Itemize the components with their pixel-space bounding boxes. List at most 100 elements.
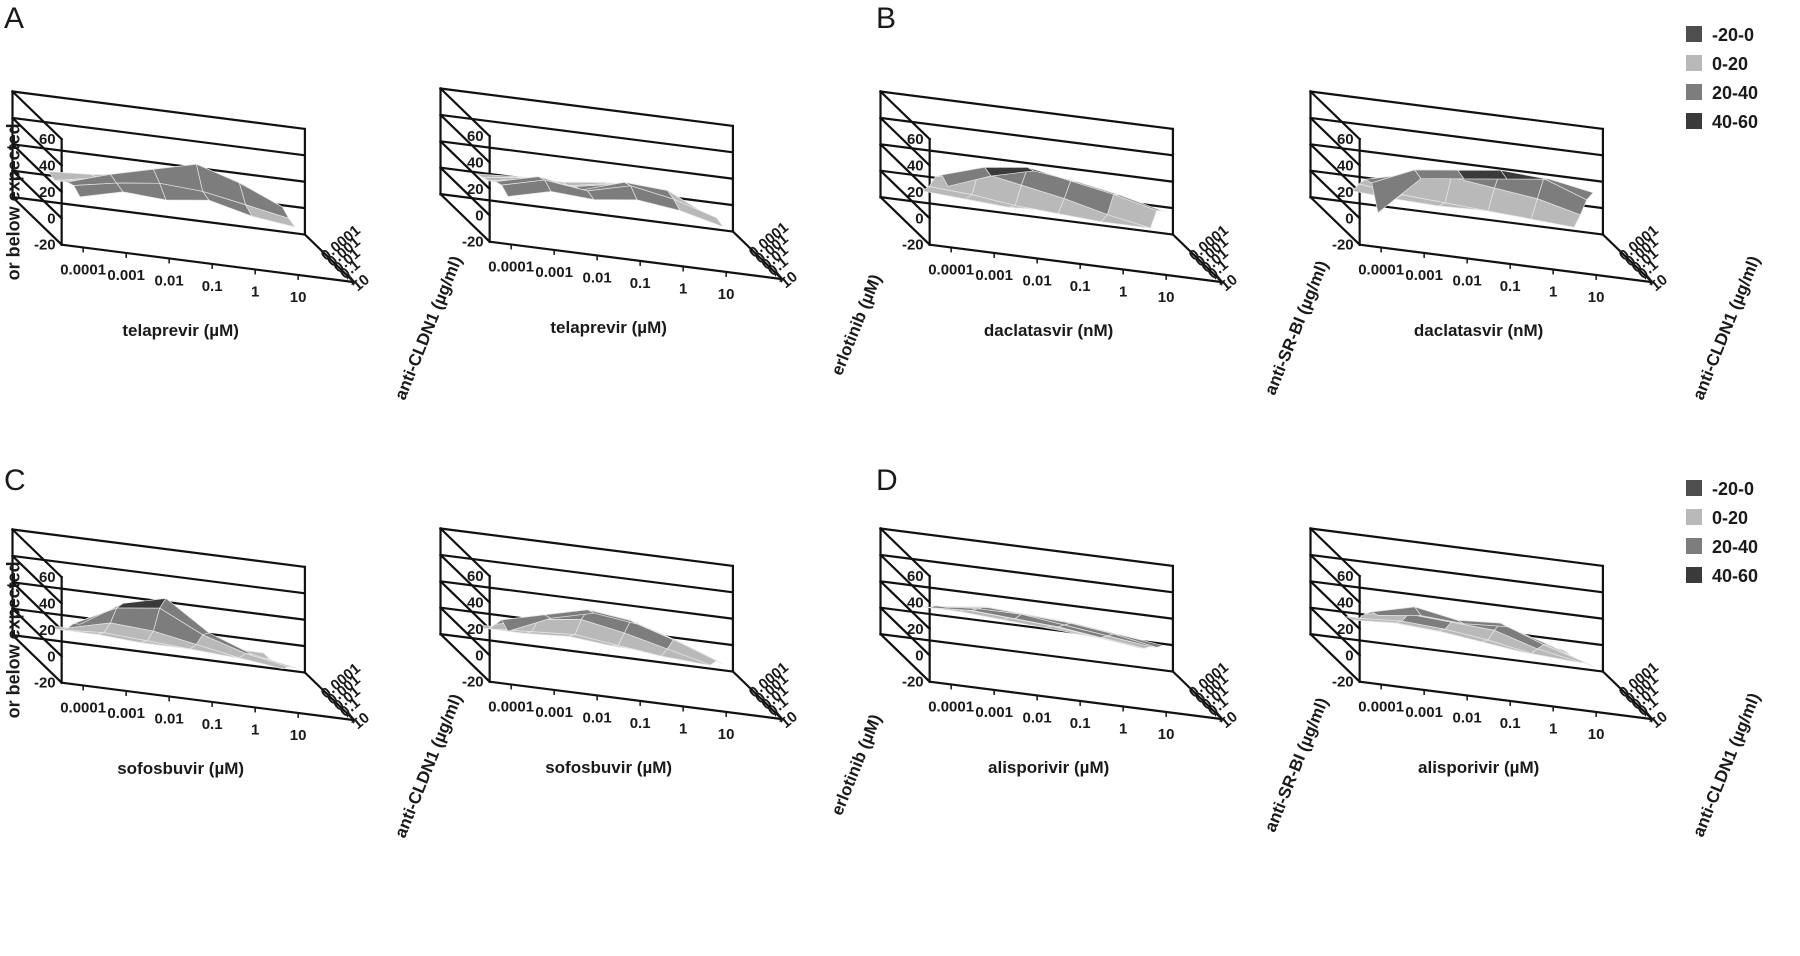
z-gridline-left bbox=[10, 580, 64, 632]
x-axis-title: sofosbuvir (µM) bbox=[545, 758, 672, 777]
z-gridline-left bbox=[1308, 169, 1362, 220]
z-gridline-left bbox=[438, 632, 492, 684]
x-tick-label: 0.01 bbox=[155, 272, 184, 289]
z-gridline-back bbox=[1309, 580, 1605, 620]
z-tick-label: 20 bbox=[907, 621, 924, 638]
x-tick-label: 0.001 bbox=[535, 264, 573, 281]
x-axis-line bbox=[1358, 243, 1654, 284]
legend-swatch-0-20 bbox=[1686, 55, 1702, 71]
x-tick-label: 10 bbox=[1158, 726, 1175, 743]
depth-axis-line bbox=[731, 669, 784, 721]
z-gridline-left bbox=[438, 526, 492, 578]
depth-axis-title: anti-CLDN1 (µg/ml) bbox=[391, 691, 466, 840]
surface bbox=[48, 163, 296, 228]
y-axis-title: or below expected bbox=[4, 561, 24, 718]
z-gridline-back bbox=[439, 140, 735, 180]
z-gridline-left bbox=[1308, 526, 1362, 578]
panel-label-c: C bbox=[4, 464, 26, 497]
x-tick-label: 0.01 bbox=[583, 269, 612, 286]
z-tick-label: 40 bbox=[39, 158, 56, 175]
x-tick-label: 1 bbox=[1549, 283, 1557, 300]
x-axis-line bbox=[1358, 680, 1654, 721]
z-tick-label: 60 bbox=[1337, 568, 1354, 585]
x-tick-label: 1 bbox=[1119, 720, 1127, 737]
x-tick-label: 0.001 bbox=[975, 704, 1013, 721]
z-gridline-left bbox=[878, 116, 932, 168]
x-axis-title: alisporivir (µM) bbox=[988, 758, 1109, 777]
z-tick-label: 60 bbox=[907, 131, 924, 148]
x-tick-label: 1 bbox=[1549, 720, 1557, 737]
z-gridline-left bbox=[10, 607, 64, 658]
depth-axis-line bbox=[1601, 232, 1654, 284]
surface bbox=[1346, 169, 1594, 228]
z-tick-label: -20 bbox=[34, 675, 56, 692]
z-gridline-left bbox=[1308, 579, 1362, 631]
z-gridline-back bbox=[439, 87, 735, 128]
z-gridline-left bbox=[878, 632, 932, 684]
z-gridline-back bbox=[11, 633, 307, 674]
x-tick-label: 0.001 bbox=[107, 705, 145, 722]
z-tick-label: 60 bbox=[907, 568, 924, 585]
x-tick-label: 10 bbox=[1158, 289, 1175, 306]
x-tick-label: 1 bbox=[251, 283, 259, 300]
z-gridline-left bbox=[10, 527, 64, 579]
surface-cell bbox=[941, 606, 992, 609]
surface bbox=[48, 598, 296, 670]
x-tick-label: 0.01 bbox=[155, 710, 184, 727]
z-gridline-left bbox=[10, 554, 64, 606]
z-tick-label: 20 bbox=[39, 184, 56, 201]
z-tick-label: 0 bbox=[47, 648, 55, 665]
z-gridline-left bbox=[878, 579, 932, 631]
x-tick-label: 1 bbox=[679, 720, 687, 737]
x-tick-label: 10 bbox=[1588, 726, 1605, 743]
z-tick-label: 0 bbox=[475, 207, 483, 224]
z-gridline-left bbox=[1308, 116, 1362, 168]
z-gridline-back bbox=[439, 580, 735, 620]
z-gridline-back bbox=[879, 632, 1175, 673]
z-gridline-left bbox=[878, 606, 932, 657]
z-gridline-back bbox=[11, 528, 307, 569]
z-tick-label: -20 bbox=[462, 674, 484, 691]
z-tick-label: -20 bbox=[34, 237, 56, 254]
x-axis-line bbox=[60, 243, 356, 284]
z-tick-label: 60 bbox=[1337, 131, 1354, 148]
x-tick-label: 0.1 bbox=[1500, 278, 1521, 295]
z-tick-label: 60 bbox=[39, 131, 56, 148]
x-tick-label: 0.01 bbox=[1023, 272, 1052, 289]
z-tick-label: 60 bbox=[467, 128, 484, 145]
z-tick-label: 0 bbox=[915, 647, 923, 664]
z-gridline-left bbox=[10, 116, 64, 168]
x-tick-label: 0.0001 bbox=[488, 698, 534, 715]
depth-axis-line bbox=[1171, 669, 1224, 721]
x-tick-label: 10 bbox=[290, 727, 307, 744]
x-tick-label: 10 bbox=[290, 289, 307, 306]
x-tick-label: 0.1 bbox=[630, 275, 651, 292]
surface bbox=[1346, 606, 1594, 668]
z-gridline-back bbox=[439, 527, 735, 568]
z-gridline-left bbox=[438, 113, 492, 165]
z-gridline-left bbox=[438, 86, 492, 138]
legend-label: 0-20 bbox=[1712, 508, 1748, 528]
surface-cell bbox=[116, 182, 167, 201]
z-gridline-back bbox=[879, 553, 1175, 594]
x-tick-label: 0.01 bbox=[1453, 272, 1482, 289]
x-axis-title: sofosbuvir (µM) bbox=[117, 759, 244, 778]
legend-label: -20-0 bbox=[1712, 25, 1754, 45]
depth-axis-line bbox=[303, 670, 356, 722]
x-axis-line bbox=[928, 243, 1224, 284]
legend-swatch-20-40 bbox=[1686, 84, 1702, 100]
x-tick-label: 10 bbox=[1588, 289, 1605, 306]
surface-cell bbox=[1543, 178, 1594, 201]
z-gridline-left bbox=[438, 139, 492, 191]
z-gridline-left bbox=[878, 195, 932, 247]
z-gridline-back bbox=[879, 527, 1175, 568]
z-gridline-back bbox=[1309, 553, 1605, 594]
z-gridline-left bbox=[1308, 632, 1362, 684]
surface-cell bbox=[245, 653, 296, 669]
depth-axis-title: anti-CLDN1 (µg/ml) bbox=[391, 253, 466, 402]
z-gridline-left bbox=[438, 606, 492, 657]
z-gridline-left bbox=[878, 169, 932, 220]
x-tick-label: 0.0001 bbox=[1358, 698, 1404, 715]
